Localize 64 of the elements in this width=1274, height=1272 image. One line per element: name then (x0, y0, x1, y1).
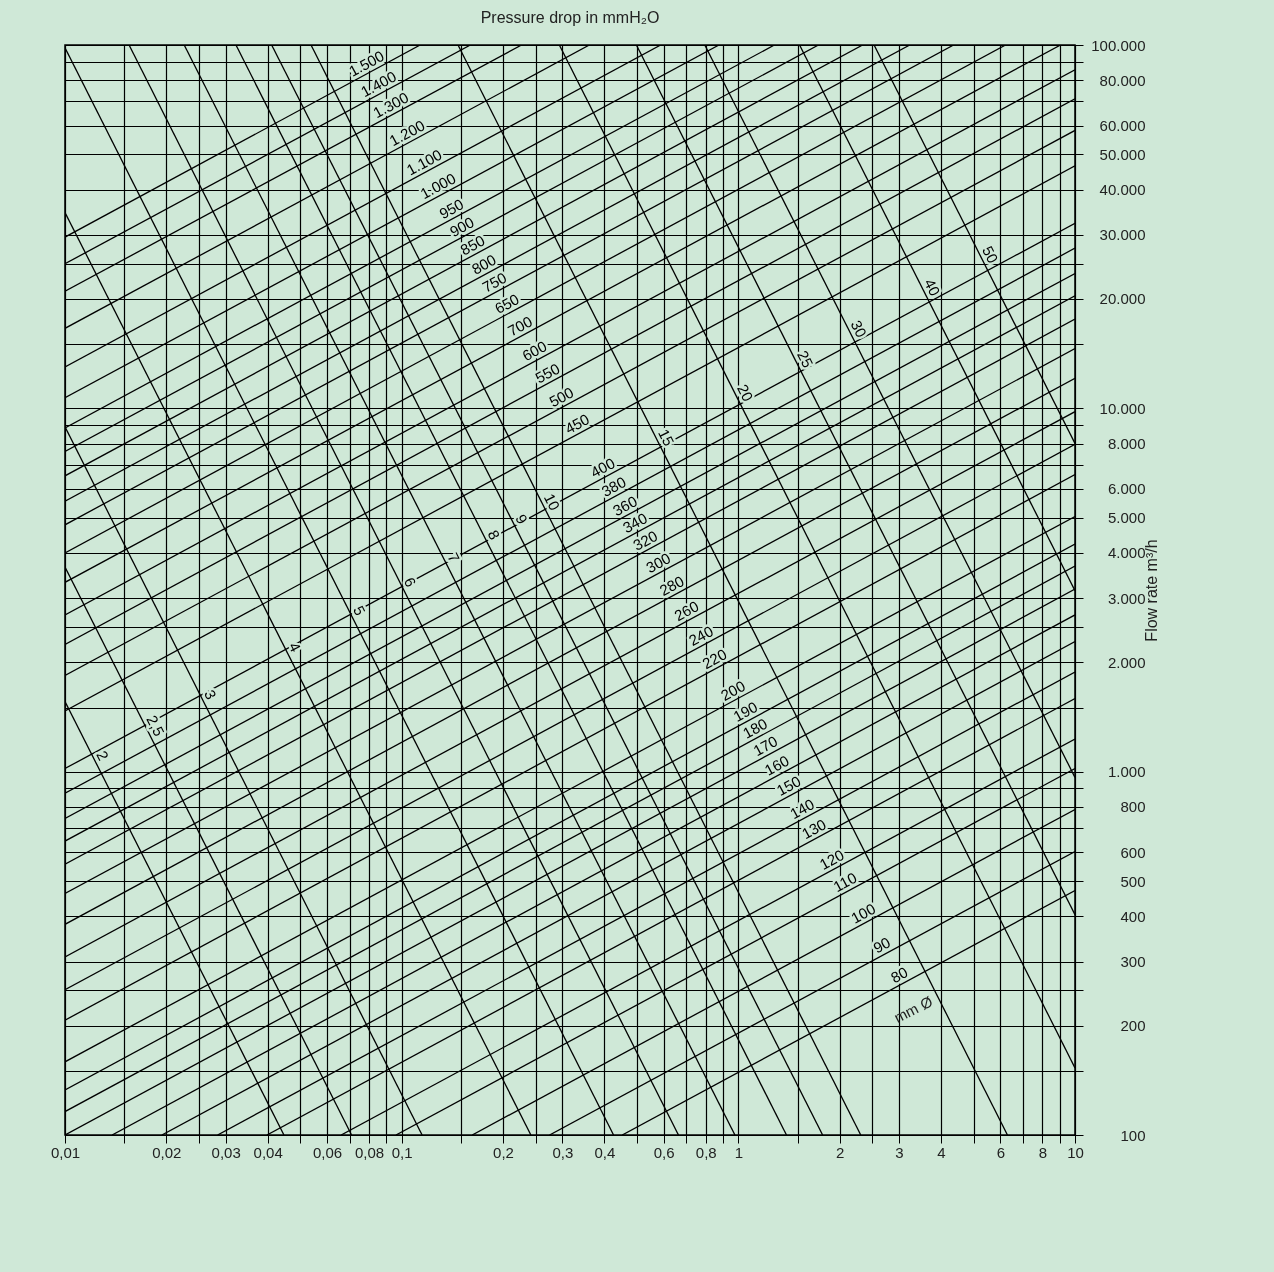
text: 20 (733, 381, 757, 405)
text: 10 (540, 490, 564, 514)
y-tick-label: 20.000 (1099, 290, 1146, 308)
text: 5 (350, 602, 370, 619)
x-tick-label: 0,1 (391, 1143, 413, 1161)
x-tick-label: 0,01 (50, 1143, 81, 1161)
y-tick-label: 50.000 (1099, 145, 1146, 163)
x-tick-label: 2 (836, 1143, 845, 1161)
x-tick-label: 6 (996, 1143, 1005, 1161)
text: 8 (484, 527, 504, 543)
x-tick-label: 0,04 (253, 1143, 283, 1161)
x-tick-label: 8 (1038, 1143, 1048, 1161)
y-tick-label: 4.000 (1107, 544, 1146, 562)
x-tick-label: 3 (895, 1143, 904, 1161)
y-tick-label: 1.000 (1107, 763, 1146, 781)
text: 25 (794, 347, 817, 371)
text: 6 (400, 574, 420, 590)
x-tick-label: 0,6 (653, 1143, 675, 1161)
text: 140 (787, 795, 818, 823)
y-tick-label: 100.000 (1091, 36, 1146, 54)
text: 4 (285, 639, 305, 655)
text: 400 (587, 454, 618, 481)
text: 100 (848, 899, 879, 927)
x-tick-label: 1 (734, 1143, 744, 1161)
y-tick-label: 100 (1120, 1126, 1146, 1144)
y-tick-label: 40.000 (1099, 181, 1146, 199)
text: 90 (870, 933, 894, 957)
x-tick-label: 0,02 (152, 1143, 182, 1161)
y-tick-label: 30.000 (1099, 226, 1146, 244)
y-tick-label: 300 (1120, 953, 1146, 971)
annotation: mm Ø (891, 992, 936, 1027)
x-tick-label: 0,03 (211, 1143, 241, 1161)
x-tick-label: 0,3 (552, 1143, 574, 1161)
y-tick-label: 8.000 (1107, 435, 1146, 453)
text: 3 (201, 687, 221, 703)
x-tick-label: 10 (1067, 1143, 1084, 1161)
y-tick-label: 2.000 (1107, 653, 1146, 671)
x-axis-title: Pressure drop in mmH₂O (480, 9, 660, 26)
text: 50 (978, 243, 1002, 266)
x-tick-label: 0,06 (312, 1143, 343, 1161)
text: 450 (562, 410, 593, 438)
y-tick-label: 500 (1120, 872, 1146, 890)
y-tick-label: 80.000 (1099, 71, 1146, 89)
x-tick-label: 4 (937, 1143, 946, 1161)
y-tick-label: 400 (1120, 907, 1146, 925)
text: 2,5 (143, 712, 168, 739)
text: 30 (847, 317, 871, 341)
y-tick-label: 5.000 (1107, 509, 1146, 527)
x-tick-label: 0,8 (695, 1143, 717, 1161)
x-tick-label: 0,08 (354, 1143, 385, 1161)
y-tick-label: 6.000 (1107, 480, 1146, 498)
x-tick-label: 0,2 (493, 1143, 514, 1161)
text: 15 (655, 426, 678, 449)
text: 2 (93, 747, 113, 763)
y-tick-label: 800 (1120, 798, 1146, 816)
text: 200 (717, 676, 748, 704)
y-tick-label: 600 (1120, 843, 1146, 861)
text: 7 (444, 549, 464, 565)
text: 40 (921, 275, 944, 299)
y-tick-label: 10.000 (1099, 399, 1146, 417)
y-tick-label: 200 (1120, 1017, 1146, 1035)
text: 260 (671, 597, 702, 625)
y-tick-label: 60.000 (1099, 117, 1146, 135)
x-tick-label: 0,4 (594, 1143, 616, 1161)
